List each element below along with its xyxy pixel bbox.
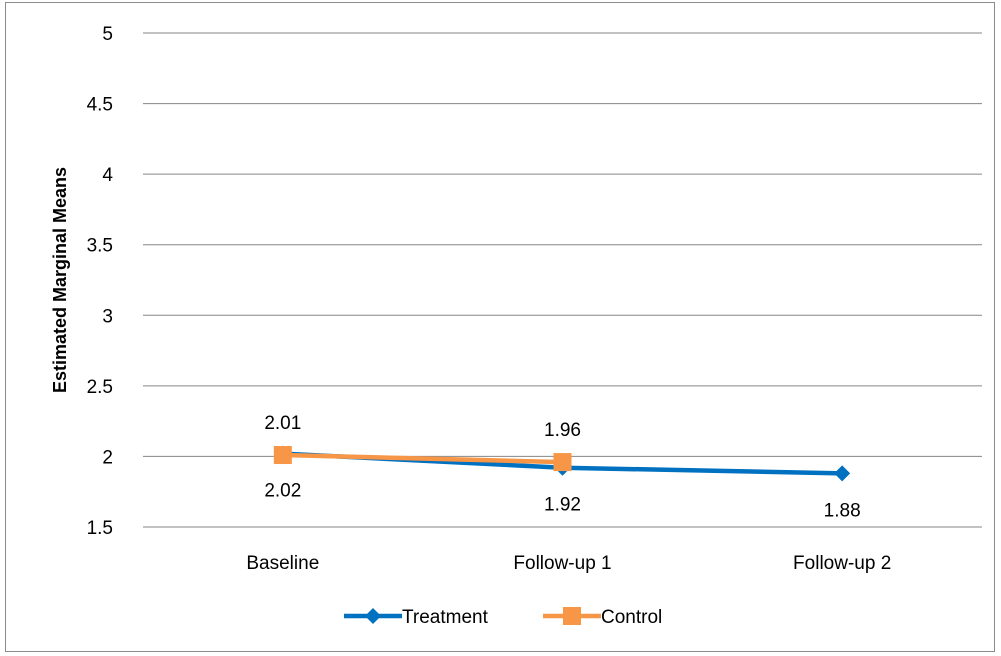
- y-tick-label: 5: [102, 24, 113, 45]
- legend-item-treatment: Treatment: [344, 607, 489, 628]
- series: [273, 445, 851, 482]
- series-line-control: [282, 452, 563, 465]
- y-tick-label: 2.5: [87, 377, 113, 398]
- y-tick-label: 2: [102, 447, 113, 468]
- y-tick-label: 3.5: [87, 236, 113, 257]
- data-point-control: [273, 446, 292, 465]
- data-point-control: [553, 453, 572, 472]
- y-tick-label: 3: [102, 306, 113, 327]
- data-label: 1.96: [544, 420, 581, 441]
- y-axis-ticks: 1.5 2 2.5 3 3.5 4 4.5 5: [87, 24, 114, 539]
- x-axis-ticks: Baseline Follow-up 1 Follow-up 2: [246, 553, 891, 574]
- data-labels: 2.02 1.92 1.88 2.01 1.96: [264, 413, 860, 521]
- data-label: 2.01: [264, 413, 301, 434]
- x-tick-label: Follow-up 1: [513, 553, 611, 574]
- legend-label: Control: [601, 607, 662, 628]
- data-label: 1.92: [544, 495, 581, 516]
- legend-marker: [563, 607, 581, 625]
- legend: Treatment Control: [344, 607, 662, 628]
- x-tick-label: Follow-up 2: [793, 553, 891, 574]
- data-label: 2.02: [264, 481, 301, 502]
- y-tick-label: 1.5: [87, 518, 113, 539]
- data-label: 1.88: [824, 500, 861, 521]
- chart-frame: [5, 2, 995, 652]
- y-tick-label: 4.5: [87, 95, 113, 116]
- data-point-treatment: [834, 465, 851, 482]
- legend-marker: [365, 608, 381, 624]
- x-tick-label: Baseline: [246, 553, 319, 574]
- gridlines: [143, 32, 982, 528]
- legend-item-control: Control: [543, 607, 662, 628]
- y-tick-label: 4: [102, 165, 113, 186]
- legend-label: Treatment: [402, 607, 489, 628]
- y-axis-label: Estimated Marginal Means: [50, 167, 70, 393]
